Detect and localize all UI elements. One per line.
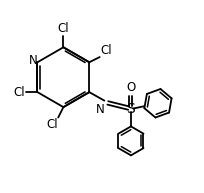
Text: Cl: Cl [58,22,69,35]
Text: Cl: Cl [100,44,112,57]
Text: N: N [96,102,104,116]
Text: S: S [126,102,135,116]
Text: O: O [126,81,136,94]
Text: N: N [29,54,38,67]
Text: Cl: Cl [14,86,25,99]
Text: Cl: Cl [46,118,58,131]
